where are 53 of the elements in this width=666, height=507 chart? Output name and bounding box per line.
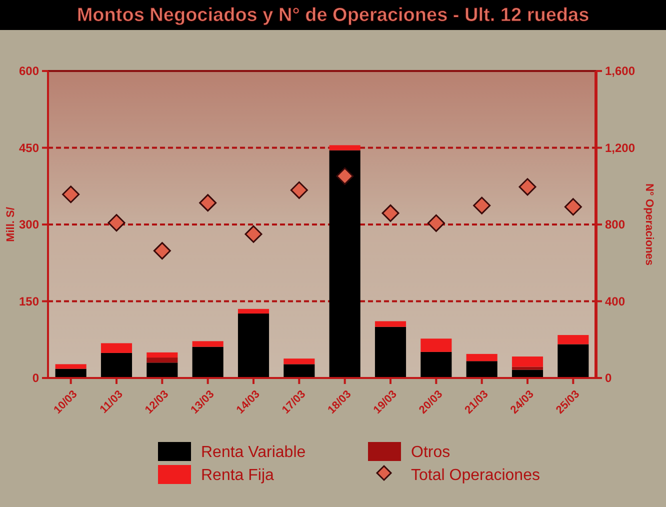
bar xyxy=(558,335,589,344)
bar xyxy=(100,343,132,353)
y2-axis-title: N° Operaciones xyxy=(643,183,655,266)
bar xyxy=(284,358,315,364)
point xyxy=(473,196,491,214)
y2-tick-label: 400 xyxy=(605,294,626,308)
y-tick-label: 0 xyxy=(32,371,40,386)
point xyxy=(427,214,445,232)
bar xyxy=(329,150,360,378)
legend-label: Renta Variable xyxy=(201,444,306,461)
point xyxy=(199,194,217,212)
bar xyxy=(512,356,544,367)
bar xyxy=(284,364,315,378)
point xyxy=(108,214,126,232)
y-tick-label: 600 xyxy=(18,64,40,78)
bar xyxy=(146,362,178,378)
point xyxy=(518,178,536,196)
point xyxy=(153,242,171,260)
bar xyxy=(374,321,406,327)
point xyxy=(564,198,582,216)
bar xyxy=(512,366,544,370)
y-tick-label: 450 xyxy=(18,140,40,155)
bar xyxy=(238,314,270,378)
y2-tick-label: 800 xyxy=(605,218,626,232)
point xyxy=(336,167,354,185)
y2-tick-label: 0 xyxy=(605,371,612,386)
bar xyxy=(420,352,452,378)
point xyxy=(62,186,80,204)
point xyxy=(244,225,262,243)
y2-tick-label: 1,200 xyxy=(605,140,636,155)
bar xyxy=(329,145,360,150)
bar xyxy=(192,341,224,347)
point xyxy=(290,181,308,199)
bar xyxy=(55,364,86,369)
y-tick-label: 150 xyxy=(18,294,40,308)
bar xyxy=(238,308,270,314)
bar xyxy=(420,338,452,352)
y2-tick-label: 1,600 xyxy=(605,64,636,78)
chart-title: Montos Negociados y N° de Operaciones - Ult. 12 ruedas xyxy=(76,5,590,26)
bar xyxy=(466,354,498,362)
bar xyxy=(558,344,589,378)
y-axis-title: Mill. S/ xyxy=(5,207,17,242)
point xyxy=(382,204,400,222)
legend-label: Otros xyxy=(411,444,450,461)
legend-label: Renta Fija xyxy=(201,467,274,484)
bar xyxy=(466,361,498,378)
bar xyxy=(100,352,132,378)
bar xyxy=(192,346,224,378)
bar xyxy=(374,326,406,378)
legend-label: Total Operaciones xyxy=(411,467,540,484)
bar xyxy=(146,358,178,363)
y-tick-label: 300 xyxy=(18,218,40,232)
bar xyxy=(146,352,178,358)
